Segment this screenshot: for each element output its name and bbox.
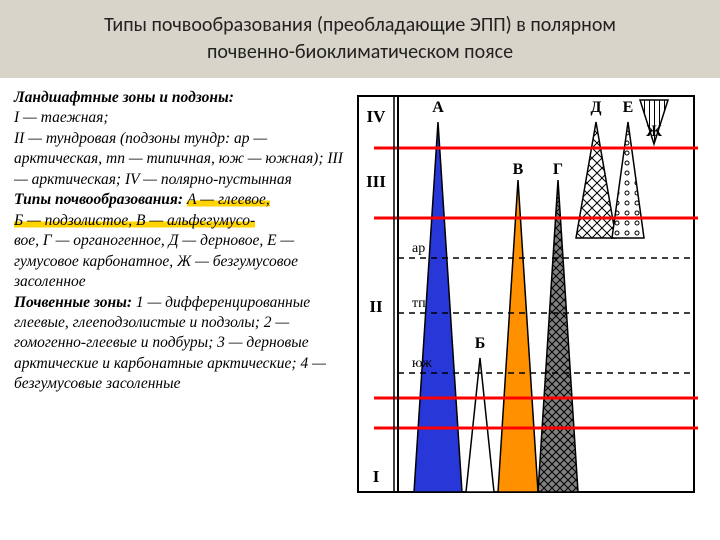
legend-section-1-body-b: II — тундровая (подзоны тундр: ар — аркт…	[14, 130, 343, 188]
svg-text:IV: IV	[367, 107, 387, 126]
svg-text:Г: Г	[553, 161, 563, 178]
svg-text:III: III	[366, 172, 386, 191]
content-row: Ландшафтные зоны и подзоны: I — таежная;…	[0, 78, 720, 508]
legend-section-2-title: Типы почвообразования:	[14, 191, 183, 208]
svg-text:ар: ар	[412, 241, 425, 256]
svg-text:В: В	[513, 161, 524, 178]
legend-section-3-title: Почвенные зоны:	[14, 294, 132, 311]
svg-text:Б: Б	[475, 335, 486, 352]
legend-section-1-title: Ландшафтные зоны и подзоны:	[14, 89, 234, 106]
legend-section-2-body: вое, Г — органогенное, Д — дерновое, Е —…	[14, 232, 298, 290]
page-title: Типы почвообразования (преобладающие ЭПП…	[0, 0, 720, 78]
svg-text:I: I	[373, 467, 380, 486]
svg-text:Ж: Ж	[646, 123, 662, 140]
svg-text:юж: юж	[412, 356, 432, 371]
svg-text:Д: Д	[590, 99, 601, 116]
soil-diagram: IVIIIIIIартпюж4321АБВГДЕЖ	[352, 88, 706, 508]
svg-text:II: II	[369, 297, 383, 316]
svg-text:А: А	[432, 99, 444, 116]
title-line-1: Типы почвообразования (преобладающие ЭПП…	[104, 13, 616, 37]
legend-section-2-hl1: А — глеевое,	[187, 191, 270, 208]
legend-section-2-hl2: Б — подзолистое, В — альфегумусо-	[14, 212, 255, 229]
svg-text:тп: тп	[412, 296, 426, 311]
title-line-2: почвенно-биоклиматическом поясе	[207, 40, 513, 64]
legend-panel: Ландшафтные зоны и подзоны: I — таежная;…	[14, 88, 344, 508]
legend-section-1-body-a: I — таежная;	[14, 109, 109, 126]
svg-text:Е: Е	[623, 99, 634, 116]
